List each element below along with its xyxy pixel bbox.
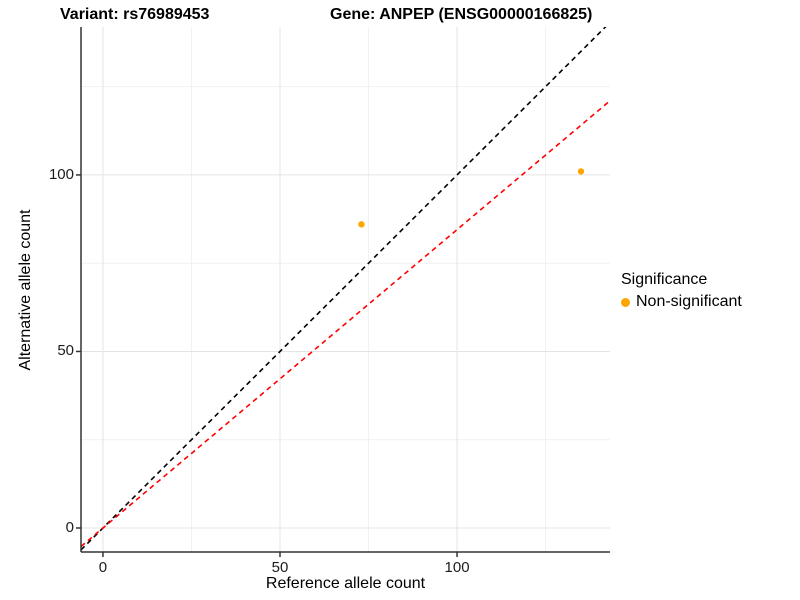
y-tick-label: 50 <box>57 342 74 360</box>
data-point <box>358 221 365 228</box>
plot-title-gene: Gene: ANPEP (ENSG00000166825) <box>330 6 593 23</box>
panel-background <box>81 27 610 552</box>
identity-line <box>81 27 607 551</box>
x-tick-label: 0 <box>98 559 108 576</box>
legend-items: Non-significant <box>621 292 742 312</box>
data-point <box>577 168 585 175</box>
legend-item-label: Non-significant <box>636 293 742 310</box>
legend-point-icon <box>621 297 630 307</box>
plot-title-variant: Variant: rs76989453 <box>60 6 210 23</box>
x-tick-label: 100 <box>444 559 470 576</box>
legend: Significance Non-significant <box>621 270 742 312</box>
y-axis-title: Alternative allele count <box>17 209 34 371</box>
plot-canvas <box>76 27 610 557</box>
plot-panel <box>76 27 610 557</box>
expected-ratio-line <box>81 100 610 548</box>
x-tick-label: 50 <box>271 559 289 576</box>
x-axis-title: Reference allele count <box>265 575 426 592</box>
legend-item: Non-significant <box>621 292 742 312</box>
y-tick-label: 0 <box>65 518 74 536</box>
legend-title: Significance <box>621 271 708 288</box>
y-tick-label: 100 <box>48 165 74 183</box>
